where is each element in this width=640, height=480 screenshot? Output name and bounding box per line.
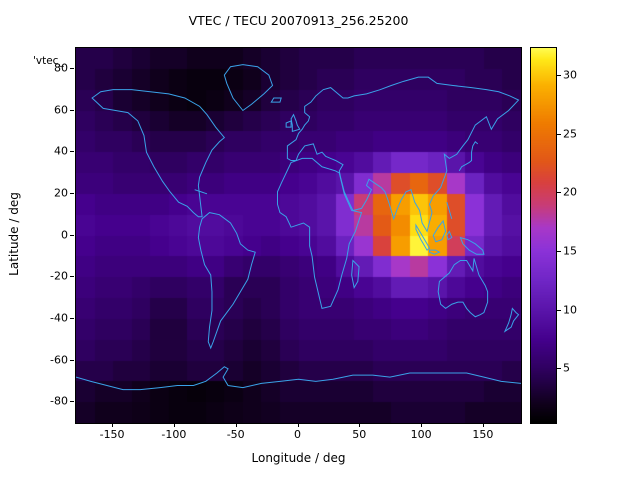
x-tick-mark — [235, 423, 237, 427]
colorbar-tick-mark — [557, 250, 561, 252]
coastline-british-isles — [286, 115, 300, 132]
coastline-philippines — [447, 202, 452, 219]
x-tick-label: 50 — [352, 428, 367, 441]
coastline-eurasia — [287, 77, 518, 231]
y-tick-label: -40 — [50, 311, 68, 325]
y-tick-mark — [70, 192, 74, 194]
colorbar-tick-mark — [557, 309, 561, 311]
y-tick-mark — [70, 109, 74, 111]
y-tick-label: -60 — [50, 353, 68, 366]
colorbar-tick-labels: 5 10 15 20 25 30 — [563, 47, 597, 422]
x-tick-mark — [482, 423, 484, 427]
x-tick-label: 100 — [410, 428, 432, 441]
x-tick-label: -50 — [226, 428, 245, 441]
coastline-madagascar — [352, 261, 359, 288]
x-axis-tick-labels: -150 -100 -50 0 50 100 150 — [75, 428, 520, 442]
coastline-borneo — [433, 221, 445, 242]
x-tick-mark — [173, 423, 175, 427]
colorbar-tick-mark — [557, 192, 561, 194]
y-tick-label: 20 — [54, 186, 68, 200]
y-axis-tick-marks — [70, 47, 74, 422]
coastline-antarctica — [76, 367, 521, 390]
coastlines-overlay — [76, 48, 521, 423]
coastline-australia — [438, 258, 487, 316]
colorbar-tick-label: 25 — [563, 127, 577, 141]
y-tick-mark — [70, 234, 74, 236]
x-tick-mark — [297, 423, 299, 427]
y-tick-mark — [70, 359, 74, 361]
coastline-north-america — [92, 90, 224, 217]
chart-title: VTEC / TECU 20070913_256.25200 — [188, 13, 409, 28]
x-axis-tick-marks — [75, 423, 520, 427]
colorbar-tick-mark — [557, 133, 561, 135]
coastline-africa — [277, 158, 361, 308]
coastline-greenland — [224, 65, 272, 111]
y-tick-label: -80 — [50, 394, 68, 408]
coastline-japan — [459, 142, 478, 171]
coastline-new-zealand — [505, 308, 519, 331]
y-tick-mark — [70, 401, 74, 403]
colorbar-canvas — [531, 48, 556, 423]
y-tick-mark — [70, 317, 74, 319]
coastline-iceland — [271, 98, 281, 102]
y-tick-label: -20 — [50, 269, 68, 283]
coastline-south-america — [198, 213, 255, 348]
series-key-label: 'vtec_ — [33, 55, 64, 67]
coastline-sumatra — [416, 225, 430, 250]
y-tick-label: 60 — [54, 103, 68, 116]
x-axis-title: Longitude / deg — [251, 451, 346, 465]
x-tick-label: -150 — [99, 428, 125, 441]
x-tick-mark — [112, 423, 114, 427]
y-tick-label: 40 — [54, 144, 68, 158]
x-tick-label: -100 — [161, 428, 187, 441]
y-tick-label: 80 — [54, 61, 68, 75]
colorbar-tick-mark — [557, 75, 561, 77]
x-tick-mark — [359, 423, 361, 427]
x-tick-label: 150 — [472, 428, 494, 441]
coastline-cuba — [195, 190, 207, 194]
x-tick-label: 0 — [294, 428, 301, 441]
colorbar-tick-mark — [557, 368, 561, 370]
y-tick-mark — [70, 276, 74, 278]
coastline-java — [430, 250, 440, 254]
coastline-new-guinea — [460, 238, 483, 255]
y-tick-mark — [70, 67, 74, 69]
coastline-sulawesi — [447, 231, 452, 239]
plot-area — [75, 47, 522, 424]
y-axis-tick-labels: 80 60 40 20 0 -20 -40 -60 -80 — [0, 47, 68, 422]
colorbar-tick-marks — [557, 47, 561, 422]
y-tick-label: 0 — [61, 228, 68, 241]
colorbar-tick-label: 15 — [563, 244, 577, 258]
x-tick-mark — [421, 423, 423, 427]
colorbar-tick-label: 20 — [563, 185, 577, 199]
colorbar — [530, 47, 557, 424]
colorbar-tick-label: 5 — [563, 361, 570, 375]
colorbar-tick-label: 30 — [563, 68, 577, 82]
y-tick-mark — [70, 151, 74, 153]
colorbar-tick-label: 10 — [563, 303, 577, 316]
